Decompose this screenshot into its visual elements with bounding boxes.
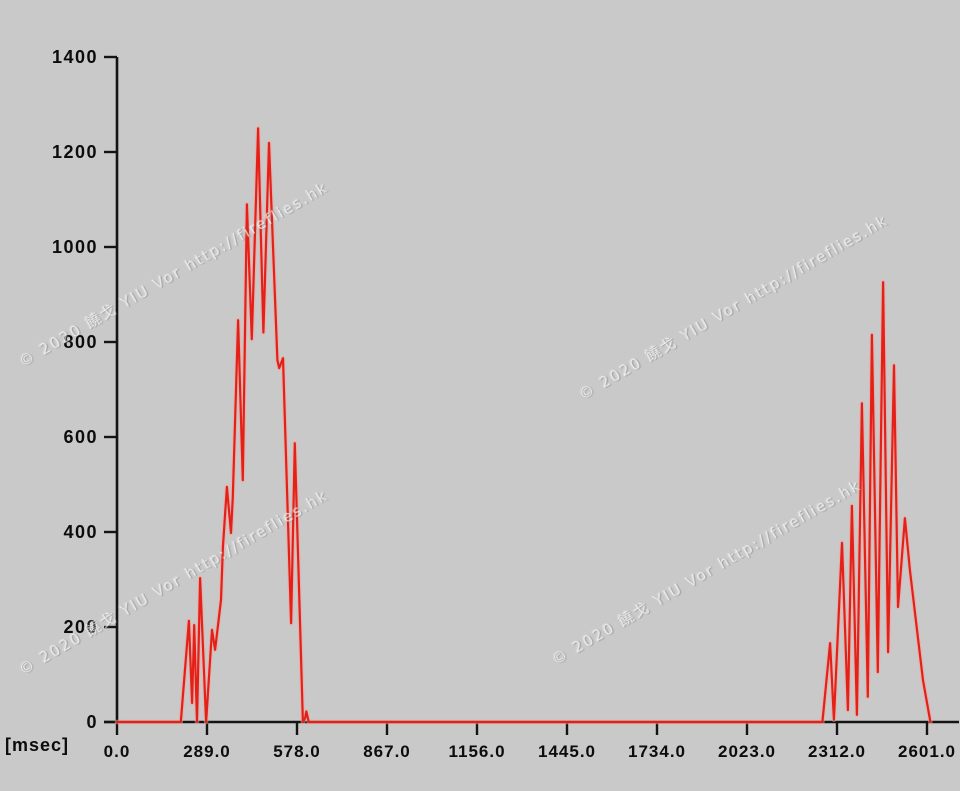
data-line-halo (114, 126, 933, 725)
y-tick-label: 400 (63, 522, 98, 542)
y-tick-label: 0 (86, 712, 98, 732)
y-tick-label: 1000 (52, 237, 98, 257)
x-tick-label: 867.0 (363, 742, 411, 761)
y-tick-label: 800 (63, 332, 98, 352)
x-tick-label: 578.0 (273, 742, 321, 761)
y-tick-label: 200 (63, 617, 98, 637)
x-tick-label: 2023.0 (718, 742, 776, 761)
data-line (115, 127, 932, 724)
x-tick-label: 2601.0 (898, 742, 956, 761)
x-tick-label: 0.0 (104, 742, 131, 761)
x-axis-unit-label: [msec] (5, 735, 70, 755)
x-tick-label: 1445.0 (538, 742, 596, 761)
y-tick-label: 1400 (52, 47, 98, 67)
x-tick-label: 1156.0 (448, 742, 505, 761)
x-tick-label: 2312.0 (808, 742, 866, 761)
x-tick-label: 289.0 (183, 742, 231, 761)
y-tick-label: 600 (63, 427, 98, 447)
x-tick-label: 1734.0 (628, 742, 686, 761)
y-tick-label: 1200 (52, 142, 98, 162)
